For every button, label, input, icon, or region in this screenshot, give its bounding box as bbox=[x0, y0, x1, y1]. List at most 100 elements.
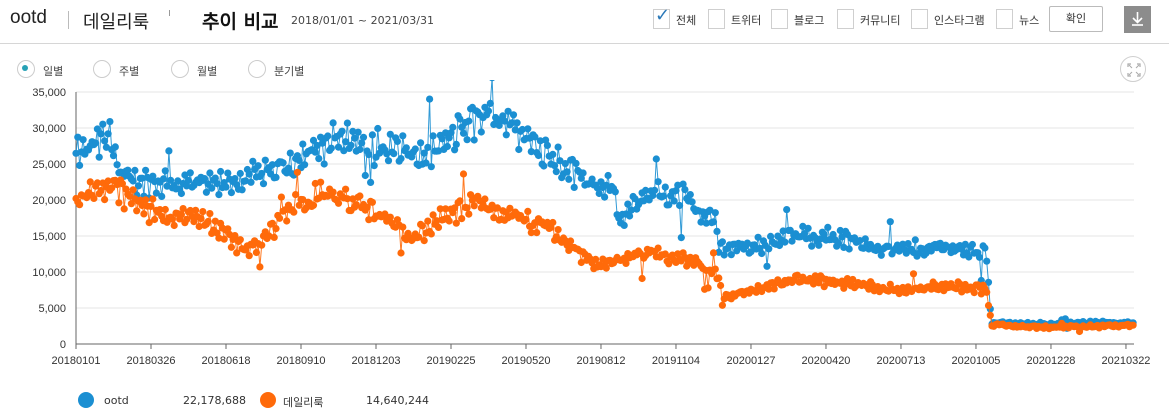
data-point bbox=[763, 262, 771, 270]
data-point bbox=[661, 250, 669, 258]
data-point bbox=[363, 203, 371, 211]
data-point bbox=[161, 167, 169, 175]
data-point bbox=[118, 180, 126, 188]
data-point bbox=[677, 234, 685, 242]
data-point bbox=[181, 171, 189, 179]
data-point bbox=[783, 206, 791, 214]
data-point bbox=[109, 152, 118, 160]
period-monthly-radio[interactable] bbox=[171, 60, 189, 78]
download-button[interactable] bbox=[1124, 6, 1151, 33]
data-point bbox=[706, 206, 714, 214]
data-point bbox=[579, 169, 587, 177]
period-weekly-radio[interactable] bbox=[93, 60, 111, 78]
data-point bbox=[849, 275, 857, 284]
filter-twitter-checkbox[interactable] bbox=[708, 9, 725, 29]
data-point bbox=[718, 301, 727, 309]
x-tick-label: 20201005 bbox=[951, 355, 1000, 367]
data-point bbox=[168, 215, 176, 223]
filter-community-checkbox[interactable] bbox=[837, 9, 854, 29]
keyword-2: 데일리룩 bbox=[83, 12, 150, 33]
expand-button[interactable] bbox=[1120, 56, 1146, 82]
data-point bbox=[620, 221, 628, 229]
data-point bbox=[324, 132, 332, 140]
data-point bbox=[217, 167, 225, 176]
data-point bbox=[99, 120, 107, 128]
data-point bbox=[108, 184, 116, 192]
y-tick-label: 30,000 bbox=[32, 123, 66, 135]
data-point bbox=[484, 107, 493, 115]
data-point bbox=[465, 117, 473, 125]
x-tick-label: 20200713 bbox=[876, 355, 925, 367]
filter-blog-label: 블로그 bbox=[794, 14, 825, 27]
data-point bbox=[452, 140, 460, 148]
x-tick-label: 20191104 bbox=[652, 355, 700, 367]
data-point bbox=[142, 166, 150, 174]
data-point bbox=[152, 189, 160, 197]
data-point bbox=[113, 161, 121, 169]
data-point bbox=[386, 213, 394, 221]
period-quarterly-radio[interactable] bbox=[248, 60, 266, 78]
data-point bbox=[715, 274, 723, 282]
data-point bbox=[513, 119, 521, 127]
data-point bbox=[272, 173, 280, 181]
data-point bbox=[554, 143, 562, 151]
data-point bbox=[458, 215, 466, 223]
filter-all-checkbox[interactable] bbox=[653, 9, 670, 29]
data-point bbox=[190, 218, 198, 226]
data-point bbox=[565, 175, 573, 183]
period-selector: 일별 주별 월별 분기별 bbox=[0, 58, 800, 82]
filter-news-checkbox[interactable] bbox=[996, 9, 1013, 29]
data-point bbox=[402, 144, 410, 152]
filter-twitter-label: 트위터 bbox=[731, 14, 762, 27]
data-point bbox=[426, 95, 434, 103]
filter-blog-checkbox[interactable] bbox=[771, 9, 788, 29]
data-point bbox=[86, 178, 94, 186]
data-point bbox=[515, 145, 523, 154]
data-point bbox=[147, 202, 155, 210]
data-point bbox=[295, 201, 303, 209]
data-point bbox=[654, 178, 662, 186]
data-point bbox=[449, 123, 457, 131]
data-point bbox=[961, 240, 969, 248]
data-point bbox=[106, 118, 114, 126]
data-point bbox=[356, 145, 364, 154]
data-point bbox=[115, 199, 123, 207]
data-point bbox=[531, 133, 539, 141]
data-point bbox=[277, 193, 285, 201]
data-point bbox=[104, 130, 112, 138]
data-point bbox=[709, 249, 718, 257]
data-point bbox=[433, 217, 441, 225]
data-point bbox=[93, 179, 101, 187]
data-point bbox=[554, 226, 562, 234]
data-point bbox=[456, 197, 464, 205]
data-point bbox=[754, 233, 762, 241]
filter-instagram-checkbox[interactable] bbox=[911, 9, 928, 29]
grid-layer bbox=[76, 91, 1134, 345]
data-point bbox=[702, 219, 710, 227]
data-point bbox=[95, 153, 103, 161]
data-point bbox=[824, 223, 832, 231]
data-point bbox=[261, 156, 269, 164]
data-point bbox=[320, 160, 328, 168]
data-point bbox=[284, 164, 293, 172]
data-point bbox=[347, 141, 355, 149]
data-point bbox=[206, 169, 214, 177]
data-point bbox=[438, 135, 446, 143]
data-point bbox=[227, 189, 235, 197]
data-point bbox=[543, 141, 552, 149]
data-point bbox=[975, 253, 984, 261]
data-point bbox=[268, 219, 276, 227]
data-point bbox=[715, 248, 723, 256]
confirm-button[interactable]: 확인 bbox=[1049, 6, 1103, 32]
data-point bbox=[601, 193, 609, 201]
data-point bbox=[249, 157, 257, 165]
data-point bbox=[451, 204, 459, 212]
data-point bbox=[390, 150, 398, 158]
data-point bbox=[679, 180, 687, 188]
data-point bbox=[427, 163, 435, 171]
data-point bbox=[420, 237, 428, 245]
data-point bbox=[79, 136, 87, 144]
x-tick-label: 20180326 bbox=[127, 355, 176, 367]
data-point bbox=[199, 208, 207, 216]
period-daily-label: 일별 bbox=[43, 65, 64, 78]
